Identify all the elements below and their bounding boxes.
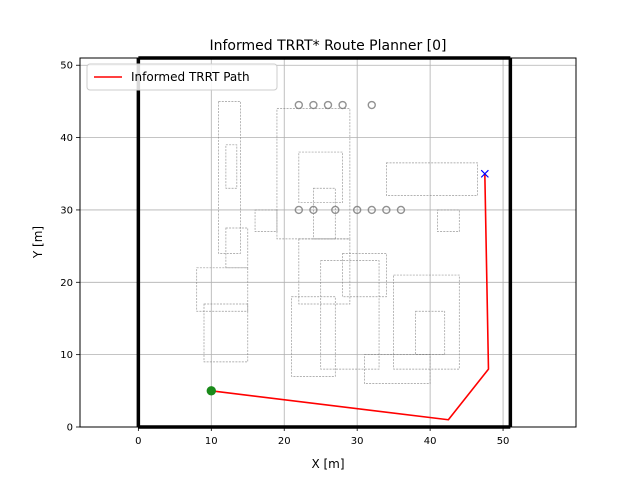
map-obstacle-outline	[298, 238, 351, 305]
y-axis-label: Y [m]	[31, 226, 45, 259]
map-round-obstacle	[309, 205, 318, 215]
grid-lines	[80, 58, 576, 428]
goal-marker-stroke-b	[480, 169, 489, 178]
map-obstacle-outline	[437, 209, 460, 232]
map-round-obstacle	[331, 205, 340, 215]
map-round-obstacle	[367, 205, 376, 215]
path-markers	[206, 169, 489, 396]
plot-frame	[79, 57, 577, 428]
x-tick-label: 50	[497, 436, 510, 447]
map-obstacle-outline	[254, 209, 278, 232]
map-obstacle-outline	[203, 303, 249, 363]
x-tick-label: 30	[351, 436, 364, 447]
x-tick-label: 40	[424, 436, 437, 447]
y-tick-label: 10	[60, 350, 73, 361]
path-series	[211, 173, 490, 421]
informed-trrt-path-line	[211, 173, 490, 421]
map-round-obstacle	[338, 100, 347, 110]
chart-title: Informed TRRT* Route Planner [0]	[210, 38, 447, 54]
x-tick-label: 0	[135, 436, 141, 447]
map-obstacle-outline	[218, 101, 241, 254]
map-obstacle-outline	[196, 267, 249, 312]
y-tick-label: 0	[67, 423, 73, 434]
map-obstacle-outline	[364, 354, 431, 384]
map-round-obstacle	[367, 100, 376, 110]
y-tick-label: 30	[60, 205, 73, 216]
occupancy-map	[196, 100, 478, 384]
map-obstacle-outline	[225, 227, 249, 269]
map-obstacle-outline	[298, 151, 343, 204]
map-round-obstacle	[352, 205, 362, 215]
y-axis-ticks: 0 10 20 30 40 50	[60, 61, 80, 434]
x-axis-ticks: 0 10 20 30 40 50	[135, 427, 509, 447]
y-tick-label: 50	[60, 61, 73, 72]
map-round-obstacle	[382, 205, 391, 215]
y-tick-label: 40	[60, 133, 73, 144]
x-tick-label: 20	[278, 436, 291, 447]
map-obstacle-outline	[225, 144, 238, 189]
plot-background	[80, 58, 576, 427]
y-tick-label: 20	[60, 278, 73, 289]
x-axis-label: X [m]	[311, 457, 344, 471]
legend-label-path: Informed TRRT Path	[131, 70, 250, 84]
legend: Informed TRRT Path	[86, 63, 278, 91]
start-marker	[206, 386, 216, 396]
map-obstacle-outline	[291, 296, 336, 377]
map-obstacle-outline	[342, 253, 387, 298]
map-round-obstacle	[309, 100, 318, 110]
map-round-obstacle	[294, 100, 304, 110]
map-obstacle-outline	[320, 260, 380, 370]
plot-area	[79, 56, 577, 429]
map-round-obstacle	[323, 100, 333, 110]
map-obstacle-outline	[386, 162, 478, 196]
map-round-obstacle	[294, 205, 304, 215]
x-tick-label: 10	[205, 436, 218, 447]
map-obstacle-outline	[393, 274, 460, 370]
map-round-obstacle	[396, 205, 406, 215]
legend-box	[86, 63, 278, 91]
